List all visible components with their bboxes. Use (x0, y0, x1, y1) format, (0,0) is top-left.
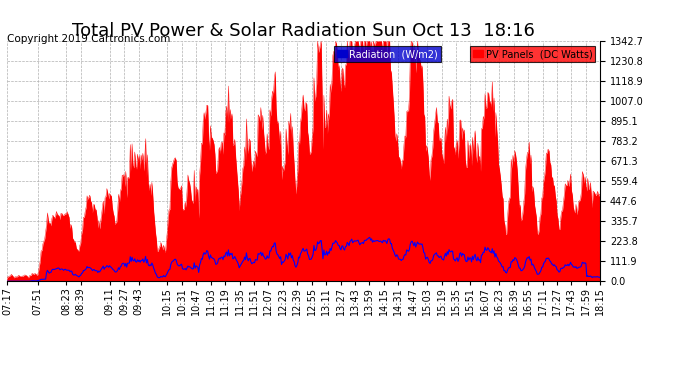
Text: Copyright 2019 Cartronics.com: Copyright 2019 Cartronics.com (7, 34, 170, 44)
Title: Total PV Power & Solar Radiation Sun Oct 13  18:16: Total PV Power & Solar Radiation Sun Oct… (72, 22, 535, 40)
Legend: PV Panels  (DC Watts): PV Panels (DC Watts) (470, 46, 595, 62)
